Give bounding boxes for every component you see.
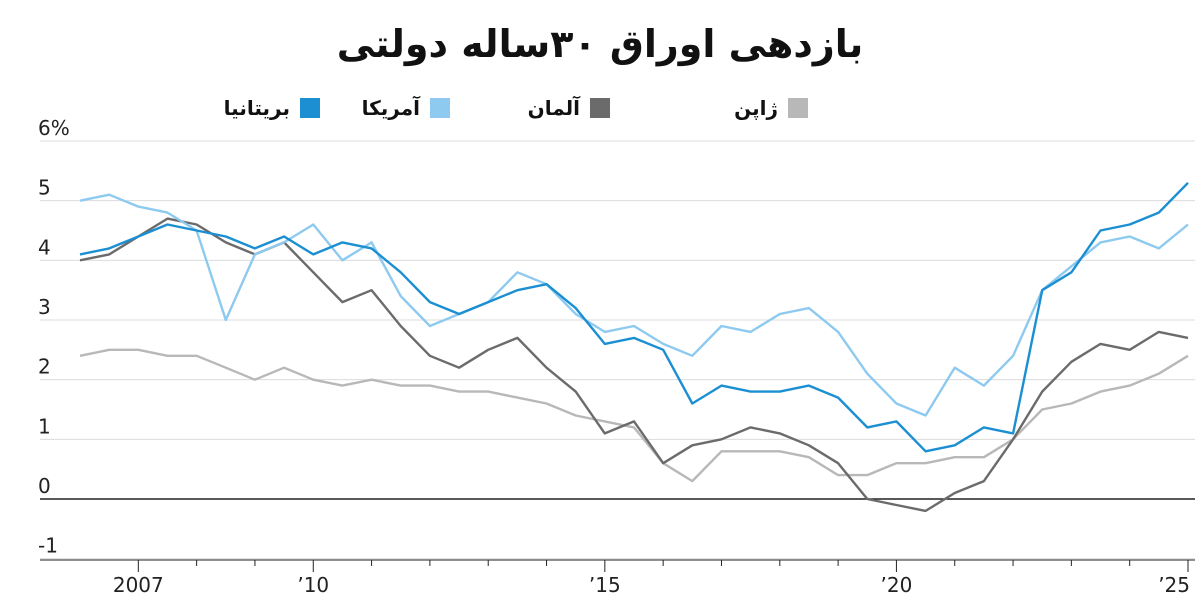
y-axis-ticks: -1 0 1 2 3 4 5 6% — [38, 116, 70, 558]
series-line-آلمان — [79, 217, 1189, 513]
x-tick-label: ’20 — [881, 573, 913, 597]
chart-title: بازدهی اوراق ۳۰ساله دولتی — [336, 22, 864, 66]
legend-item-germany: آلمان — [528, 96, 610, 120]
legend-swatch-us — [430, 98, 450, 118]
legend-item-uk: بریتانیا — [224, 96, 320, 120]
y-tick-label: 5 — [38, 176, 51, 200]
x-tick-label: ’10 — [297, 573, 329, 597]
legend-swatch-germany — [590, 98, 610, 118]
legend-swatch-uk — [300, 98, 320, 118]
x-tick-label: ’15 — [589, 573, 621, 597]
legend-label-germany: آلمان — [527, 96, 580, 120]
legend: بریتانیا آمریکا آلمان ژاپن — [0, 96, 1200, 126]
legend-label-uk: بریتانیا — [223, 96, 290, 120]
x-axis: 2007 ’10 ’15 ’20 ’25 — [40, 559, 1195, 597]
y-tick-label: 0 — [38, 474, 51, 498]
series-line-آمریکا — [79, 193, 1189, 417]
series-lines — [79, 181, 1189, 513]
grid-lines — [40, 140, 1195, 560]
legend-item-us: آمریکا — [362, 96, 450, 120]
y-tick-label: 1 — [38, 414, 51, 438]
x-tick-label: ’25 — [1158, 573, 1190, 597]
legend-swatch-japan — [788, 98, 808, 118]
legend-label-us: آمریکا — [361, 96, 420, 120]
y-tick-label: -1 — [38, 534, 58, 558]
y-tick-label: 4 — [38, 235, 51, 259]
legend-item-japan: ژاپن — [734, 96, 808, 120]
legend-label-japan: ژاپن — [734, 96, 778, 120]
y-tick-label: 6% — [38, 116, 70, 140]
y-tick-label: 2 — [38, 355, 51, 379]
series-line-ژاپن — [79, 348, 1189, 483]
x-tick-label: 2007 — [113, 573, 164, 597]
y-tick-label: 3 — [38, 295, 51, 319]
series-line-بریتانیا — [79, 181, 1189, 453]
